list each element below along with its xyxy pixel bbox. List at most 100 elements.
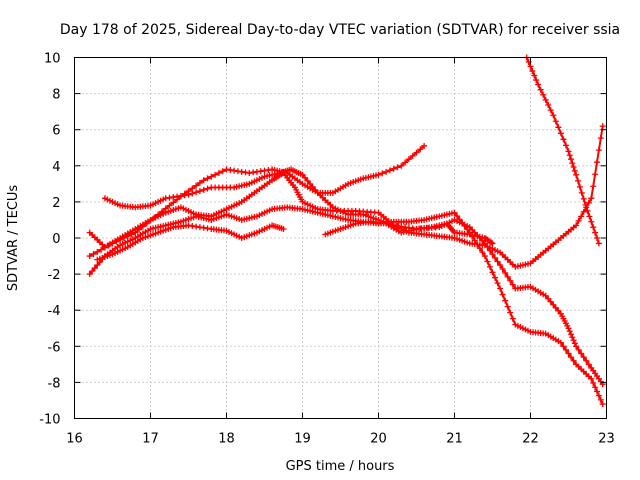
data-point-marker <box>196 188 203 195</box>
data-point-marker <box>189 190 196 197</box>
data-point-marker <box>562 346 569 353</box>
data-point-marker <box>533 77 540 84</box>
data-point-marker <box>451 209 458 216</box>
data-point-marker <box>494 280 501 287</box>
data-point-marker <box>590 224 597 231</box>
data-point-marker <box>96 259 103 266</box>
data-point-marker <box>504 303 511 310</box>
x-tick-label: 17 <box>142 432 159 447</box>
data-point-marker <box>586 213 593 220</box>
data-point-marker <box>599 123 606 130</box>
data-point-marker <box>312 186 319 193</box>
data-point-marker <box>497 285 504 292</box>
data-point-marker <box>562 142 569 149</box>
data-point-marker <box>509 281 516 288</box>
data-point-marker <box>504 273 511 280</box>
data-point-marker <box>590 183 597 190</box>
data-point-marker <box>545 102 552 109</box>
data-point-marker <box>204 175 211 182</box>
data-point-marker <box>299 171 306 178</box>
data-point-marker <box>208 173 215 180</box>
data-point-marker <box>529 68 536 75</box>
data-point-marker <box>545 295 552 302</box>
data-point-marker <box>578 189 585 196</box>
data-point-marker <box>595 392 602 399</box>
data-point-marker <box>588 195 595 202</box>
data-point-marker <box>193 182 200 189</box>
data-point-marker <box>566 152 573 159</box>
data-point-marker <box>568 354 575 361</box>
data-point-marker <box>568 331 575 338</box>
data-point-marker <box>547 298 554 305</box>
data-point-marker <box>170 199 177 206</box>
y-tick-label: -10 <box>39 413 60 428</box>
data-point-marker <box>499 265 506 272</box>
data-point-marker <box>204 185 211 192</box>
x-tick-label: 16 <box>66 432 83 447</box>
data-point-marker <box>98 246 105 253</box>
data-point-marker <box>421 142 428 149</box>
data-point-marker <box>507 309 514 316</box>
data-point-marker <box>550 301 557 308</box>
data-point-marker <box>200 186 207 193</box>
data-point-marker <box>592 171 599 178</box>
data-point-marker <box>307 180 314 187</box>
y-tick-label: -6 <box>48 340 61 355</box>
data-point-marker <box>595 147 602 154</box>
data-point-marker <box>481 253 488 260</box>
y-tick-label: -4 <box>48 304 61 319</box>
data-point-marker <box>309 183 316 190</box>
y-tick-label: 2 <box>52 196 60 211</box>
x-tick-label: 18 <box>218 432 235 447</box>
data-point-marker <box>595 240 602 247</box>
data-point-marker <box>547 107 554 114</box>
data-point-marker <box>489 240 496 247</box>
data-point-marker <box>99 256 106 263</box>
data-point-marker <box>494 258 501 265</box>
data-point-marker <box>542 96 549 103</box>
data-point-marker <box>474 241 481 248</box>
data-point-marker <box>390 165 397 172</box>
data-point-marker <box>461 222 468 229</box>
y-tick-label: 4 <box>52 160 60 175</box>
data-point-marker <box>507 277 514 284</box>
data-point-marker <box>571 340 578 347</box>
series-layer <box>86 54 606 408</box>
data-point-marker <box>531 72 538 79</box>
y-tick-label: 0 <box>52 232 60 247</box>
data-point-marker <box>560 343 567 350</box>
data-point-marker <box>502 297 509 304</box>
data-point-marker <box>565 148 572 155</box>
data-point-marker <box>94 248 101 255</box>
x-tick-label: 20 <box>370 432 387 447</box>
data-point-marker <box>590 380 597 387</box>
y-tick-label: 8 <box>52 88 60 103</box>
data-point-marker <box>594 159 600 166</box>
data-point-marker <box>594 388 600 395</box>
data-point-marker <box>89 268 96 275</box>
data-point-marker <box>580 208 587 215</box>
axis-ticks: 16 17 18 19 20 21 22 23 -10 -8 -6 -4 -2 0 2 4 6 8 10 <box>39 52 615 447</box>
data-point-marker <box>459 219 466 226</box>
data-point-marker <box>486 263 493 270</box>
data-point-marker <box>557 130 564 137</box>
data-point-marker <box>592 229 599 236</box>
series-track-d <box>86 170 606 388</box>
data-point-marker <box>569 334 576 341</box>
data-point-marker <box>456 216 463 223</box>
data-point-marker <box>489 251 496 258</box>
data-point-marker <box>560 136 567 143</box>
data-point-marker <box>580 195 587 202</box>
data-point-marker <box>185 191 192 198</box>
data-point-marker <box>576 183 583 190</box>
data-point-marker <box>86 271 93 278</box>
x-tick-label: 23 <box>598 432 615 447</box>
data-point-marker <box>573 222 580 229</box>
data-point-marker <box>398 162 405 169</box>
x-axis-label: GPS time / hours <box>286 459 395 474</box>
data-point-marker <box>570 164 577 171</box>
series-track-f <box>322 218 496 247</box>
data-point-marker <box>479 249 486 256</box>
data-point-marker <box>550 112 557 119</box>
x-tick-label: 19 <box>294 432 311 447</box>
